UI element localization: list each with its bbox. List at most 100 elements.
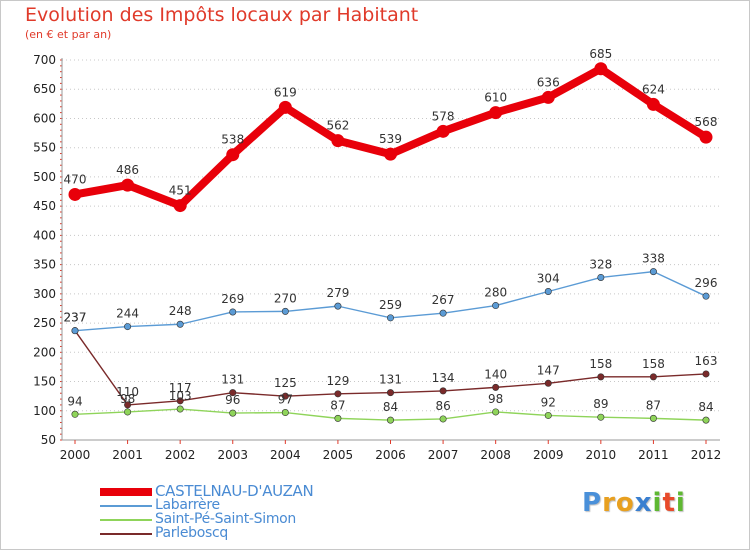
x-tick-label: 2012 <box>691 448 722 462</box>
data-label: 280 <box>484 286 507 300</box>
data-label: 125 <box>274 376 297 390</box>
proxiti-logo: Proxiti <box>582 488 686 518</box>
x-tick-label: 2001 <box>112 448 143 462</box>
y-tick-label: 600 <box>33 111 56 125</box>
y-tick-label: 50 <box>41 433 56 447</box>
data-label: 470 <box>64 172 87 186</box>
data-point <box>439 415 447 423</box>
data-point <box>492 408 500 416</box>
x-tick-label: 2008 <box>480 448 511 462</box>
logo-letter: t <box>662 488 676 518</box>
data-label: 269 <box>221 292 244 306</box>
x-tick-label: 2000 <box>60 448 91 462</box>
data-point <box>173 199 187 213</box>
data-label: 96 <box>225 393 240 407</box>
data-label: 451 <box>169 184 192 198</box>
y-tick-label: 500 <box>33 170 56 184</box>
data-point <box>229 409 237 417</box>
y-tick-label: 100 <box>33 404 56 418</box>
logo-letter: o <box>615 488 635 518</box>
x-tick-label: 2003 <box>217 448 248 462</box>
data-point <box>439 387 447 395</box>
chart-title: Evolution des Impôts locaux par Habitant <box>25 4 419 26</box>
x-tick-label: 2011 <box>638 448 669 462</box>
data-point <box>492 383 500 391</box>
legend-swatch <box>100 505 152 507</box>
legend-label: Labarrère <box>155 497 220 513</box>
data-label: 129 <box>326 374 349 388</box>
legend-swatch <box>100 488 152 496</box>
data-label: 338 <box>642 252 665 266</box>
data-label: 279 <box>326 286 349 300</box>
data-point <box>334 390 342 398</box>
x-tick-label: 2005 <box>323 448 354 462</box>
data-point <box>124 408 132 416</box>
y-tick-label: 200 <box>33 345 56 359</box>
data-point <box>436 124 450 138</box>
data-label: 163 <box>695 354 718 368</box>
data-point <box>176 397 184 405</box>
data-point <box>597 413 605 421</box>
data-label: 539 <box>379 132 402 146</box>
data-label: 87 <box>330 398 345 412</box>
data-label: 624 <box>642 82 665 96</box>
data-point <box>331 134 345 148</box>
data-point <box>384 147 397 161</box>
logo-letter: r <box>602 488 616 518</box>
data-point <box>702 292 710 300</box>
data-point <box>124 401 132 409</box>
data-label: 296 <box>695 276 718 290</box>
data-label: 117 <box>169 381 192 395</box>
data-point <box>649 373 657 381</box>
logo-letter: i <box>652 488 663 518</box>
y-tick-label: 400 <box>33 228 56 242</box>
data-label: 248 <box>169 304 192 318</box>
legend-label: Parleboscq <box>155 525 228 541</box>
data-point <box>334 302 342 310</box>
data-point <box>68 187 82 201</box>
data-label: 538 <box>221 133 244 147</box>
data-point <box>121 178 135 192</box>
data-point <box>229 389 237 397</box>
chart-subtitle: (en € et par an) <box>25 28 112 41</box>
data-point <box>646 97 660 111</box>
data-point <box>386 389 394 397</box>
legend-label: CASTELNAU-D'AUZAN <box>155 482 314 500</box>
x-tick-label: 2007 <box>428 448 459 462</box>
data-label: 636 <box>537 75 560 89</box>
data-label: 110 <box>116 385 139 399</box>
data-point <box>597 273 605 281</box>
data-label: 131 <box>379 373 402 387</box>
data-label: 84 <box>383 400 398 414</box>
data-label: 92 <box>541 395 556 409</box>
data-point <box>544 379 552 387</box>
data-label: 259 <box>379 298 402 312</box>
data-label: 147 <box>537 363 560 377</box>
data-label: 619 <box>274 85 297 99</box>
y-tick-label: 300 <box>33 287 56 301</box>
data-point <box>489 106 503 120</box>
data-label: 140 <box>484 367 507 381</box>
data-label: 103 <box>169 389 192 403</box>
data-label: 97 <box>278 393 293 407</box>
data-label: 98 <box>120 392 135 406</box>
data-label: 685 <box>589 47 612 61</box>
data-label: 86 <box>435 399 450 413</box>
data-point <box>649 414 657 422</box>
x-tick-label: 2010 <box>586 448 617 462</box>
x-tick-label: 2006 <box>375 448 406 462</box>
data-label: 244 <box>116 307 139 321</box>
legend-label: Saint-Pé-Saint-Simon <box>155 511 297 527</box>
data-point <box>71 327 79 335</box>
x-tick-label: 2002 <box>165 448 196 462</box>
data-point <box>649 268 657 276</box>
data-label: 328 <box>589 257 612 271</box>
logo-letter: P <box>582 488 603 518</box>
data-point <box>386 314 394 322</box>
data-point <box>702 370 710 378</box>
data-point <box>492 302 500 310</box>
data-point <box>176 405 184 413</box>
logo-letter: x <box>634 488 653 518</box>
data-point <box>281 409 289 417</box>
